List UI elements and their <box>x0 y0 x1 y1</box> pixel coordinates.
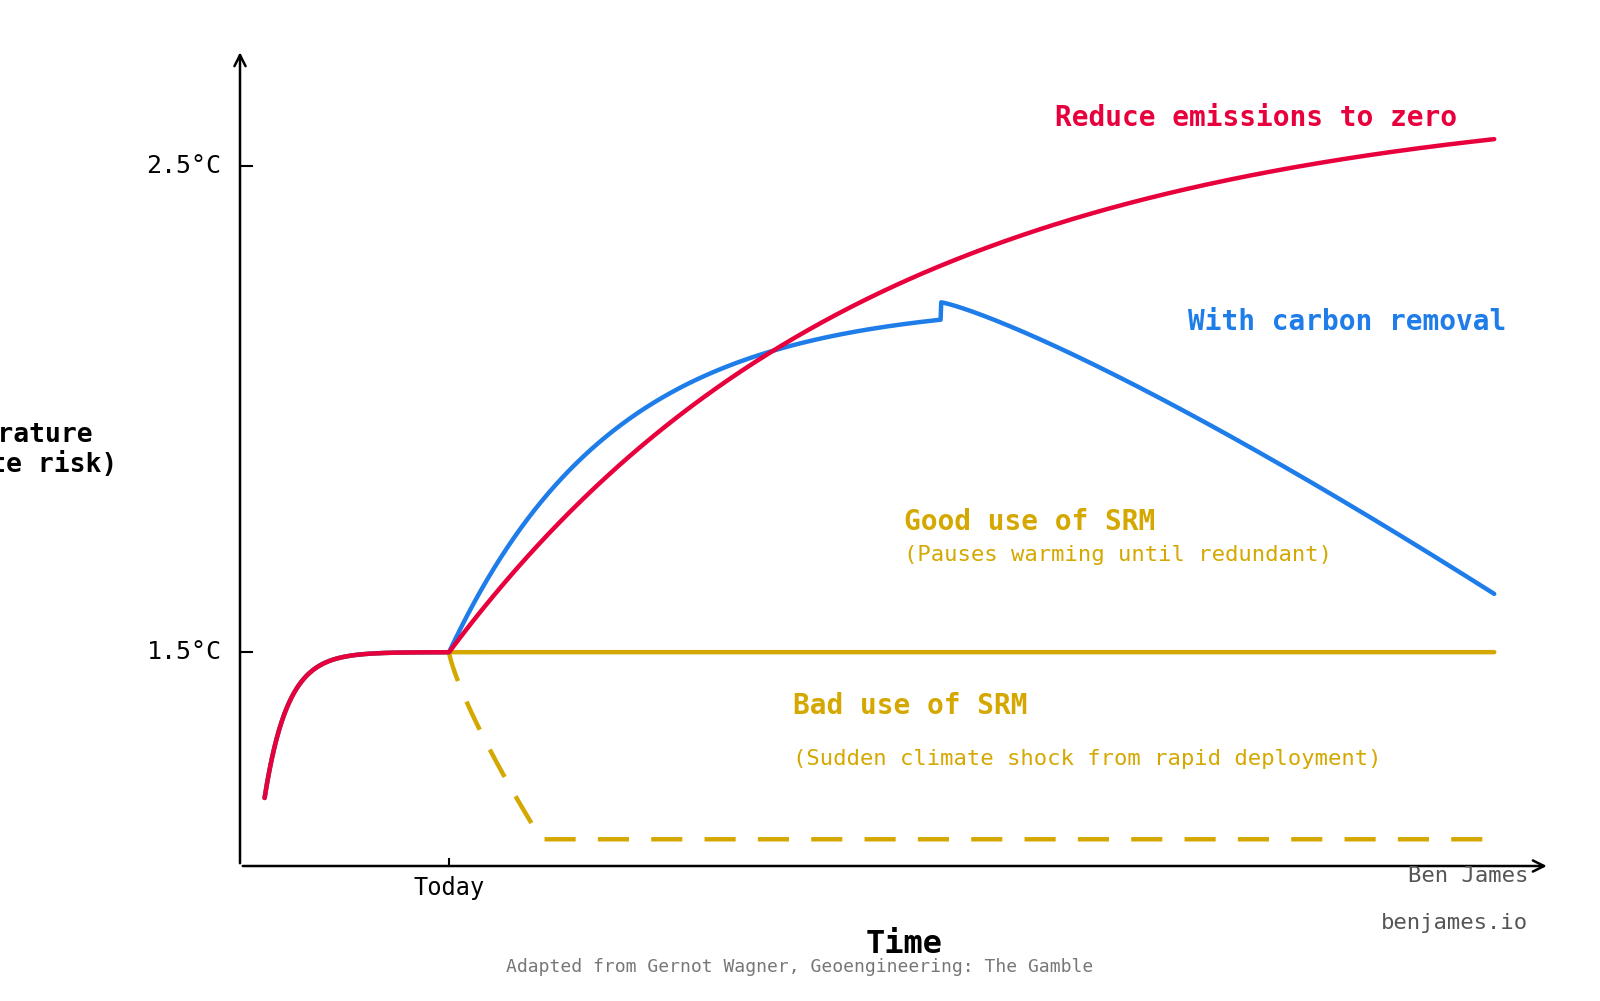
Text: Today: Today <box>413 876 485 900</box>
Text: (Pauses warming until redundant): (Pauses warming until redundant) <box>904 546 1331 566</box>
Text: Adapted from Gernot Wagner, Geoengineering: The Gamble: Adapted from Gernot Wagner, Geoengineeri… <box>506 958 1094 976</box>
Text: 2.5°C: 2.5°C <box>147 154 221 178</box>
Text: (Sudden climate shock from rapid deployment): (Sudden climate shock from rapid deploym… <box>794 750 1382 770</box>
Text: Reduce emissions to zero: Reduce emissions to zero <box>1056 103 1458 131</box>
Text: 1.5°C: 1.5°C <box>147 641 221 664</box>
Text: benjames.io: benjames.io <box>1381 913 1528 933</box>
Text: With carbon removal: With carbon removal <box>1189 307 1507 335</box>
Text: Bad use of SRM: Bad use of SRM <box>794 693 1027 720</box>
Text: Time: Time <box>866 929 942 960</box>
Text: Temperature
(climate risk): Temperature (climate risk) <box>0 422 117 478</box>
Text: Good use of SRM: Good use of SRM <box>904 508 1155 536</box>
Text: Ben James: Ben James <box>1408 866 1528 886</box>
